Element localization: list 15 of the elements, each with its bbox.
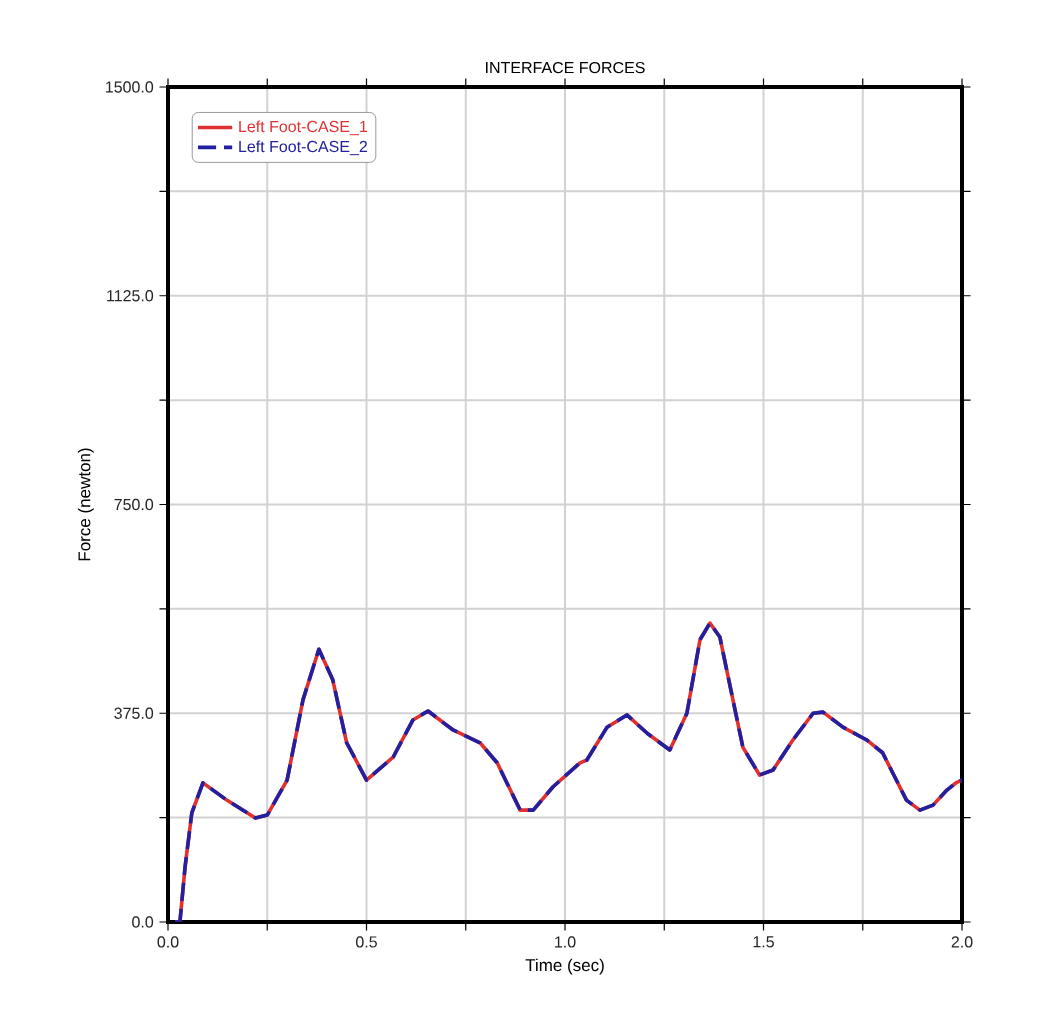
y-tick-label: 1125.0 (107, 290, 154, 302)
x-axis-title: Time (sec) (525, 958, 604, 975)
legend-label: Left Foot-CASE_1 (239, 120, 368, 136)
x-tick-label: 0.0 (157, 936, 179, 948)
y-tick-label: 1500.0 (106, 81, 154, 93)
chart-title: INTERFACE FORCES (486, 61, 645, 74)
y-tick-label: 0.0 (132, 916, 154, 928)
x-tick-label: 1.0 (555, 936, 576, 948)
legend-label: Left Foot-CASE_2 (239, 140, 367, 156)
x-tick-label: 0.5 (356, 936, 377, 948)
y-tick-label: 750.0 (114, 498, 154, 511)
x-tick-label: 1.5 (753, 936, 774, 948)
x-tick-label: 2.0 (951, 936, 973, 948)
y-tick-label: 375.0 (114, 707, 154, 719)
y-axis-title: Force (newton) (77, 448, 94, 561)
